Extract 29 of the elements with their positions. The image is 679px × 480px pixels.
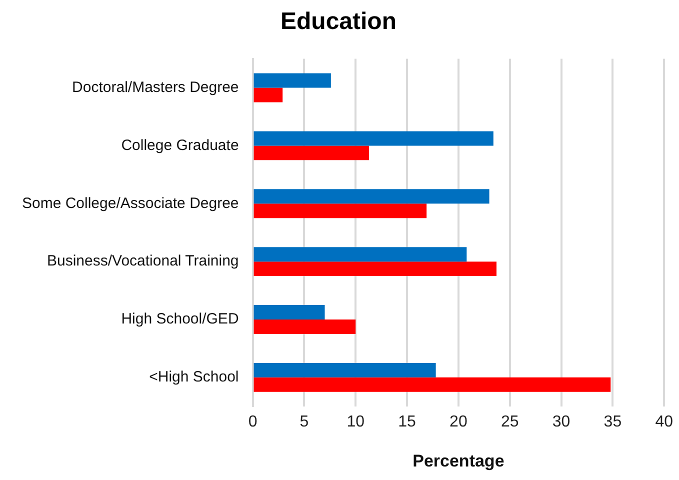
y-tick-label: High School/GED (121, 310, 239, 328)
bar (254, 189, 490, 204)
x-tick-label: 20 (450, 413, 468, 430)
bar (254, 88, 283, 102)
bar (254, 262, 496, 276)
x-tick-label: 0 (248, 413, 258, 430)
bar (254, 146, 369, 160)
y-tick-label: College Graduate (121, 136, 239, 154)
x-tick-label: 30 (552, 413, 570, 430)
x-tick-label: 5 (300, 413, 309, 430)
x-tick-label: 15 (398, 413, 416, 430)
x-tick-label: 10 (346, 413, 365, 430)
chart-title: Education (280, 8, 397, 36)
bar (254, 204, 427, 218)
bar (254, 377, 611, 392)
y-tick-label: <High School (149, 368, 239, 386)
bar (254, 305, 325, 320)
y-tick-label: Doctoral/Masters Degree (72, 78, 239, 96)
bar (254, 320, 356, 334)
bar (254, 131, 494, 146)
y-tick-label: Some College/Associate Degree (22, 194, 239, 212)
bar (254, 362, 436, 378)
bar (254, 247, 467, 262)
x-axis-title: Percentage (412, 451, 504, 470)
x-tick-label: 25 (500, 413, 519, 430)
x-tick-label: 40 (655, 413, 674, 430)
y-tick-label: Business/Vocational Training (46, 252, 239, 270)
x-tick-label: 35 (604, 413, 622, 430)
bar (254, 73, 331, 88)
